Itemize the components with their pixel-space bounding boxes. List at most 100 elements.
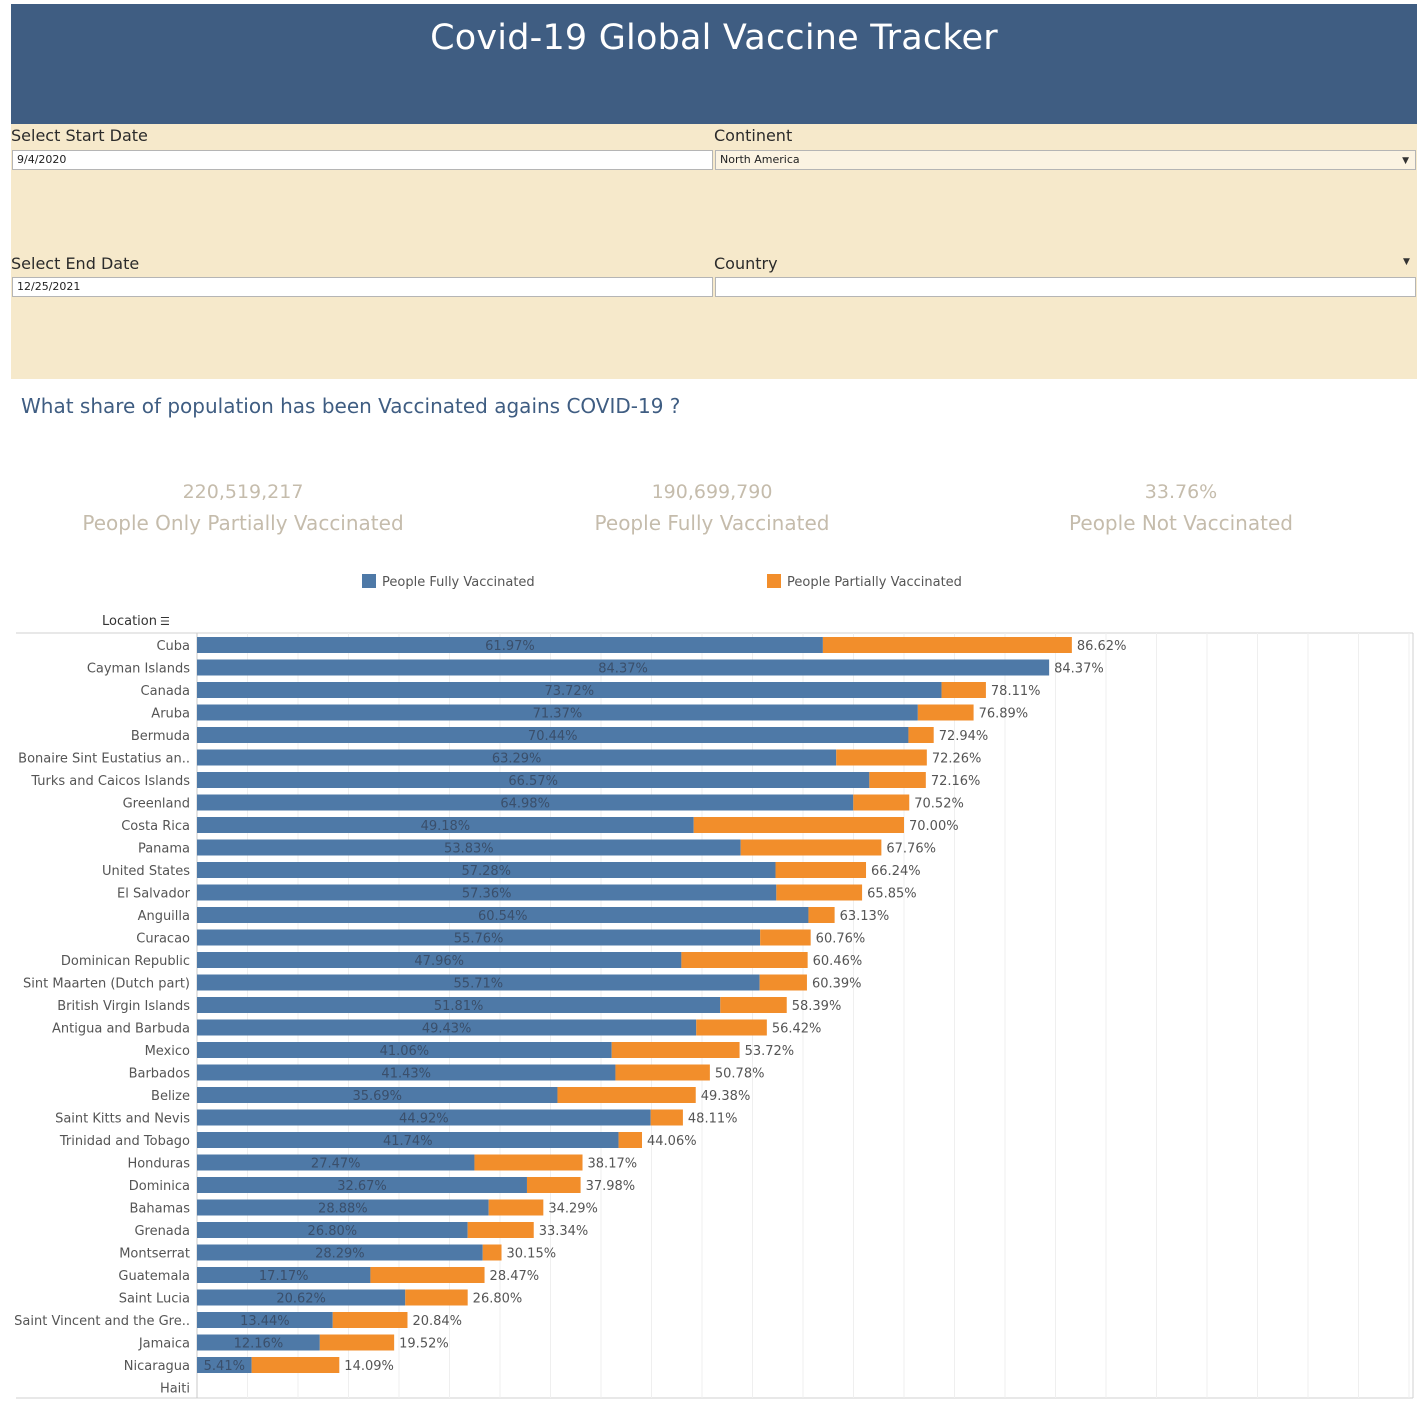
data-label-total: 70.52% [914,797,964,812]
bar-fully [197,1132,619,1148]
category-label: Bonaire Sint Eustatius an.. [18,752,190,767]
category-label: Costa Rica [121,819,190,834]
category-label: Trinidad and Tobago [59,1134,190,1149]
bar-fully [197,1154,475,1171]
data-label-total: 60.39% [812,977,862,992]
legend-swatch-partially [767,574,781,588]
data-label-total: 20.84% [412,1314,462,1329]
data-label-total: 44.06% [647,1134,697,1149]
category-label: Jamaica [138,1337,190,1352]
data-label-fully: 73.72% [544,684,594,699]
bar-partially [836,749,927,766]
bar-fully [197,907,809,923]
data-label-fully: 60.54% [478,909,528,924]
bar-partially [869,772,926,788]
bar-fully [197,794,854,811]
data-label-fully: 28.29% [315,1247,365,1262]
bar-fully [197,974,760,991]
data-label-total: 70.00% [909,819,959,834]
legend-label-fully: People Fully Vaccinated [382,575,535,590]
data-label-total: 53.72% [745,1044,795,1059]
bar-partially [693,817,904,833]
kpi-partially-label: People Only Partially Vaccinated [82,511,404,535]
data-label-fully: 5.41% [204,1359,245,1374]
bar-fully [197,1222,468,1238]
bar-partially [370,1267,485,1283]
end-date-input[interactable]: 12/25/2021 [12,277,713,297]
data-label-total: 72.16% [931,774,981,789]
bar-partially [759,974,807,991]
bar-fully [197,952,682,968]
start-date-label: Select Start Date [11,126,148,145]
data-label-fully: 27.47% [311,1157,361,1172]
data-label-total: 19.52% [399,1337,449,1352]
data-label-fully: 35.69% [352,1089,402,1104]
data-label-fully: 57.28% [461,864,511,879]
country-dropdown-icon[interactable]: ▼ [1403,257,1410,267]
continent-label: Continent [714,126,793,145]
bar-partially [482,1244,502,1261]
bar-partially [941,682,986,698]
bar-partially [696,1019,767,1036]
continent-dropdown[interactable]: North America ▼ [715,150,1416,170]
kpi-fully-label: People Fully Vaccinated [594,511,830,535]
data-label-total: 26.80% [473,1292,523,1307]
data-label-total: 30.15% [507,1247,557,1262]
kpi-partially-value: 220,519,217 [182,481,304,503]
legend-item-fully[interactable]: People Fully Vaccinated [362,574,535,590]
data-label-total: 33.34% [539,1224,589,1239]
kpi-fully-value: 190,699,790 [651,481,773,503]
data-label-fully: 41.74% [383,1134,433,1149]
end-date-label: Select End Date [11,254,140,273]
country-input[interactable] [715,277,1416,297]
category-label: Panama [138,842,190,857]
category-label: Curacao [136,932,190,947]
bar-fully [197,1267,371,1283]
sort-icon[interactable]: ☰ [159,615,170,628]
bar-partially [618,1132,643,1148]
category-label: Nicaragua [124,1359,190,1374]
dashboard-title: Covid-19 Global Vaccine Tracker [430,18,998,58]
data-label-fully: 55.76% [454,932,504,947]
bar-partially [775,862,867,878]
start-date-input[interactable]: 9/4/2020 [12,150,713,170]
category-label: Anguilla [138,909,190,924]
category-label: Saint Kitts and Nevis [55,1112,190,1127]
data-label-fully: 49.18% [421,819,471,834]
data-label-fully: 63.29% [492,752,542,767]
category-label: El Salvador [117,887,191,902]
bar-partially [917,704,974,721]
data-label-total: 67.76% [886,842,936,857]
bar-fully [197,1019,697,1036]
legend-item-partially[interactable]: People Partially Vaccinated [767,574,962,590]
continent-selected-value: North America [720,153,800,166]
bar-fully [197,817,694,833]
category-label: Cayman Islands [87,662,190,677]
bar-fully [197,839,741,856]
bar-fully [197,704,918,721]
category-label: Dominica [129,1179,190,1194]
bar-fully [197,997,721,1013]
data-label-fully: 13.44% [240,1314,290,1329]
kpi-not-vaccinated-value: 33.76% [1144,481,1218,503]
filter-panel: Select Start Date 9/4/2020 Continent Nor… [11,124,1417,379]
country-label: Country [714,254,778,273]
data-label-total: 72.26% [932,752,982,767]
bar-fully [197,727,909,743]
bar-partially [467,1222,534,1238]
data-label-fully: 51.81% [434,999,484,1014]
bar-partially [776,884,863,901]
category-label: British Virgin Islands [57,999,190,1014]
location-header[interactable]: Location ☰ [102,614,170,629]
data-label-total: 65.85% [867,887,917,902]
bar-partially [251,1357,340,1373]
data-label-fully: 57.36% [462,887,512,902]
bar-partially [557,1087,696,1103]
data-label-fully: 20.62% [276,1292,326,1307]
category-label: Aruba [151,707,190,722]
bar-partially [526,1177,581,1193]
bar-partially [332,1312,408,1328]
bar-partially [488,1199,544,1216]
bar-fully [197,1109,651,1126]
category-label: Sint Maarten (Dutch part) [23,977,190,992]
